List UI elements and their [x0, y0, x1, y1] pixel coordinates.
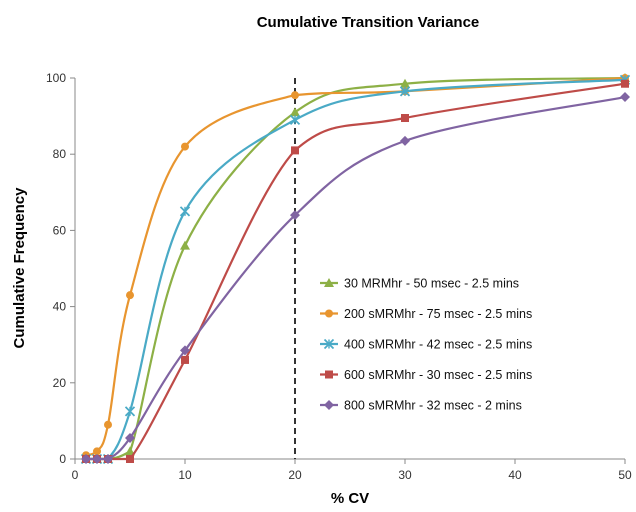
- data-point: [289, 114, 301, 126]
- legend-label: 800 sMRMhr - 32 msec - 2 mins: [344, 399, 522, 413]
- data-point: [125, 433, 135, 444]
- legend-label: 600 sMRMhr - 30 msec - 2.5 mins: [344, 368, 532, 382]
- y-tick-label: 0: [59, 452, 66, 466]
- data-point: [291, 91, 299, 100]
- y-tick-label: 40: [53, 300, 67, 314]
- legend-swatch-marker: [323, 338, 335, 350]
- legend-item: 800 sMRMhr - 32 msec - 2 mins: [320, 399, 522, 413]
- data-point: [93, 447, 101, 456]
- data-point: [620, 92, 630, 103]
- data-point: [179, 206, 191, 217]
- data-point: [399, 86, 411, 97]
- legend-label: 400 sMRMhr - 42 msec - 2.5 mins: [344, 338, 532, 352]
- legend-label: 200 sMRMhr - 75 msec - 2.5 mins: [344, 307, 532, 321]
- data-point: [126, 455, 134, 463]
- x-tick-label: 50: [618, 468, 632, 482]
- legend-swatch-marker: [324, 400, 334, 410]
- legend-item: 600 sMRMhr - 30 msec - 2.5 mins: [320, 368, 532, 382]
- data-point: [290, 210, 300, 221]
- data-point: [124, 406, 136, 417]
- legend-item: 30 MRMhr - 50 msec - 2.5 mins: [320, 277, 519, 291]
- x-axis-label: % CV: [331, 490, 369, 507]
- legend-swatch-marker: [325, 370, 333, 379]
- data-point: [81, 454, 91, 464]
- series-line: [86, 96, 626, 461]
- data-point: [104, 420, 112, 429]
- data-point: [291, 146, 299, 155]
- x-tick-label: 0: [72, 468, 79, 482]
- x-tick-label: 30: [398, 468, 412, 482]
- y-tick-label: 60: [53, 223, 67, 237]
- data-point: [180, 240, 190, 250]
- data-point: [400, 78, 410, 88]
- data-point: [290, 107, 300, 117]
- legend-label: 30 MRMhr - 50 msec - 2.5 mins: [344, 277, 519, 291]
- data-point: [126, 291, 134, 300]
- y-tick-label: 20: [53, 376, 67, 390]
- data-point: [181, 355, 189, 364]
- data-point: [103, 454, 113, 464]
- plot-area: 0 20 40 60 80 100 0 10 20 30 40 50: [46, 71, 632, 482]
- x-tick-label: 20: [288, 468, 302, 482]
- y-tick-label: 100: [46, 71, 66, 85]
- legend-swatch-marker: [324, 278, 334, 287]
- x-tick-label: 40: [508, 468, 522, 482]
- legend-item: 200 sMRMhr - 75 msec - 2.5 mins: [320, 307, 532, 321]
- data-point: [125, 446, 135, 456]
- y-tick-label: 80: [53, 147, 67, 161]
- series-5: [81, 92, 630, 464]
- legend-item: 400 sMRMhr - 42 msec - 2.5 mins: [320, 338, 532, 352]
- data-point: [92, 454, 102, 464]
- legend: 30 MRMhr - 50 msec - 2.5 mins 200 sMRMhr …: [320, 277, 532, 413]
- data-point: [621, 79, 629, 88]
- data-point: [400, 135, 410, 146]
- legend-swatch-marker: [325, 309, 333, 318]
- data-point: [181, 142, 189, 151]
- y-axis-label: Cumulative Frequency: [11, 187, 28, 349]
- data-point: [401, 114, 409, 123]
- data-point: [180, 345, 190, 356]
- x-tick-label: 10: [178, 468, 192, 482]
- chart-title: Cumulative Transition Variance: [257, 14, 480, 31]
